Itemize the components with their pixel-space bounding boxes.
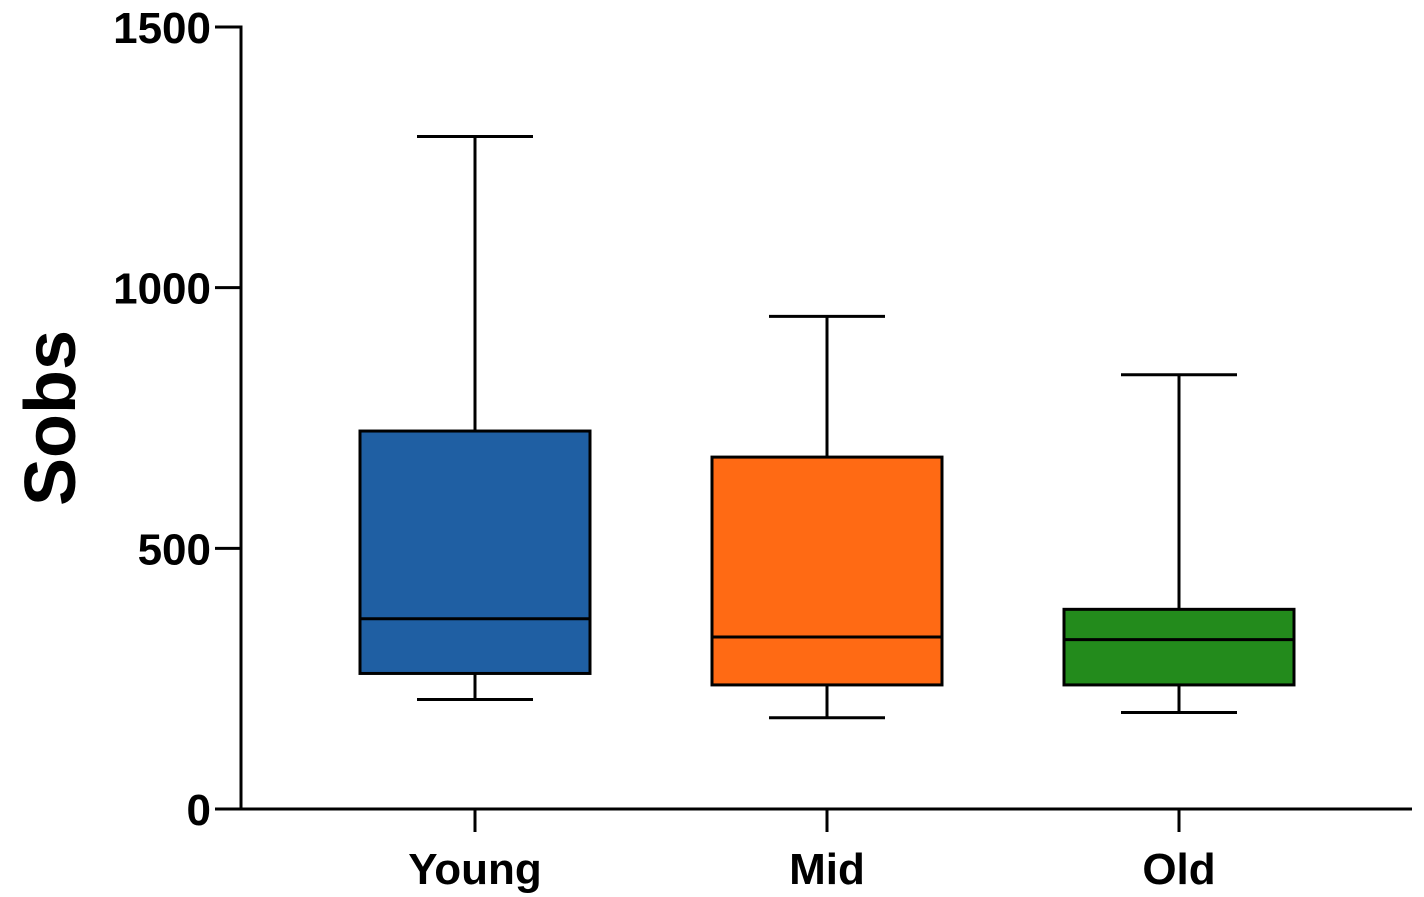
axes: 0 500 1000 1500 Young Mid Old [113,4,1412,894]
box-group-old [1062,373,1296,715]
y-tick-label: 500 [138,525,211,574]
y-tick-label: 1000 [113,265,211,314]
plot-area [358,134,1296,720]
x-tick-label: Mid [789,845,865,894]
y-axis-title-group: Sobs [11,330,91,506]
y-tick-label: 0 [187,786,211,835]
x-tick-label: Young [408,845,542,894]
box [710,455,944,687]
y-tick-label: 1500 [113,4,211,53]
box-group-young [358,134,592,702]
y-axis-title: Sobs [11,330,91,506]
x-tick-label: Old [1142,845,1215,894]
box [1062,607,1296,687]
box-group-mid [710,314,944,720]
box [358,429,592,675]
